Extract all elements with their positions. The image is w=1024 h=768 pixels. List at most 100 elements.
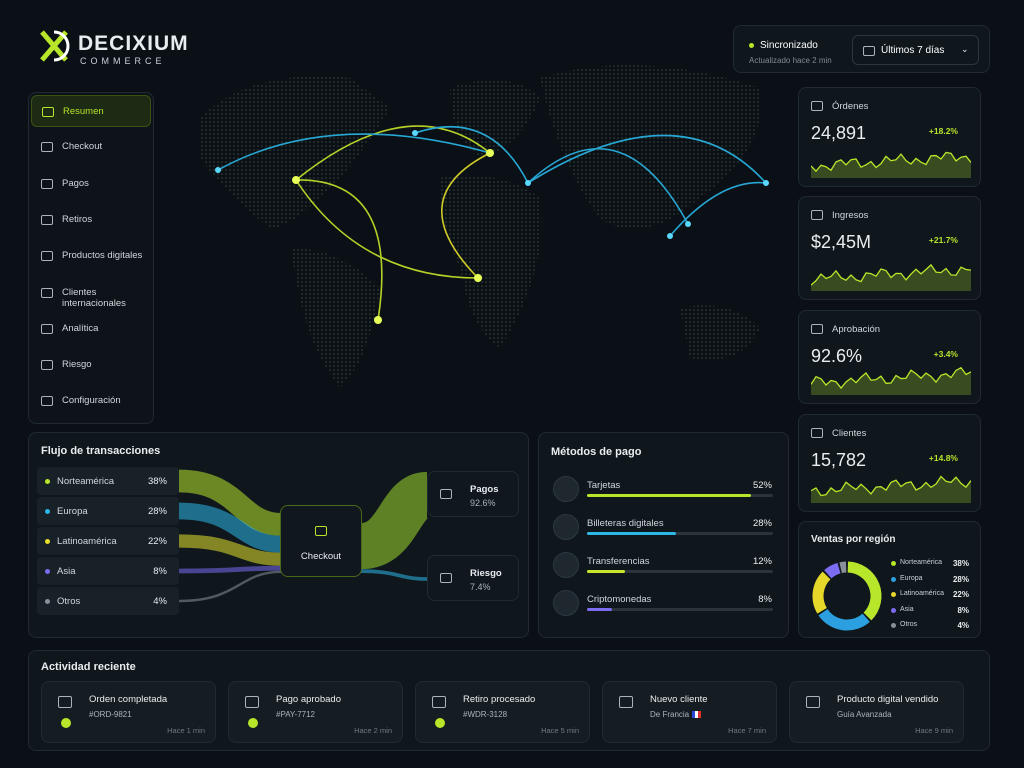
range-select[interactable]: Últimos 7 días ⌄ bbox=[852, 35, 979, 65]
legend-dot bbox=[891, 623, 896, 628]
flow-title: Flujo de transacciones bbox=[41, 445, 161, 457]
legend-pct: 4% bbox=[957, 621, 969, 630]
output-pct: 92.6% bbox=[470, 498, 496, 508]
region-pct: 38% bbox=[147, 476, 167, 487]
sidebar: Resumen Checkout Pagos Retiros Productos dig… bbox=[28, 92, 154, 424]
world-map bbox=[200, 65, 769, 388]
activity-card[interactable]: Pago aprobado #PAY-7712 Hace 2 min bbox=[228, 681, 403, 743]
sparkline-line bbox=[811, 263, 971, 286]
hub-label: Checkout bbox=[300, 551, 342, 562]
output-node: Riesgo 7.4% bbox=[427, 555, 519, 601]
kpi-card: Ingresos $2,45M +21.7% bbox=[798, 196, 981, 300]
method-name: Tarjetas bbox=[587, 480, 621, 491]
kpi-label: Clientes bbox=[832, 428, 867, 439]
activity-icon bbox=[58, 696, 72, 708]
nav-label: Retiros bbox=[62, 213, 93, 225]
region-name: Latinoamérica bbox=[57, 536, 117, 547]
flow-panel: Flujo de transacciones Norteamérica 38% Eu… bbox=[28, 432, 529, 638]
status-bar: Sincronizado Actualizado hace 2 min Últi… bbox=[733, 25, 990, 73]
donut-segment bbox=[812, 571, 831, 614]
kpi-label: Aprobación bbox=[832, 324, 881, 335]
method-icon bbox=[553, 590, 579, 616]
method-bar bbox=[587, 532, 676, 535]
methods-panel: Métodos de pago Tarjetas 52% Billeteras di… bbox=[538, 432, 789, 638]
activity-sub: #ORD-9821 bbox=[89, 710, 132, 719]
activity-card[interactable]: Retiro procesado #WDR-3128 Hace 5 min bbox=[415, 681, 590, 743]
output-name: Riesgo bbox=[470, 568, 502, 579]
nav-label: Analítica bbox=[62, 322, 99, 334]
activity-sub: #WDR-3128 bbox=[463, 710, 508, 719]
donut-segment bbox=[839, 561, 847, 574]
sparkline bbox=[811, 366, 971, 395]
flag-icon bbox=[692, 711, 701, 718]
method-track bbox=[587, 608, 773, 611]
region-row: Asia 8% bbox=[37, 557, 179, 585]
region-pct: 28% bbox=[147, 506, 167, 517]
legend-dot bbox=[891, 592, 896, 597]
flow-band bbox=[358, 471, 432, 570]
region-row: Norteamérica 38% bbox=[37, 467, 179, 495]
check-badge bbox=[248, 718, 258, 728]
kpi-change: +14.8% bbox=[928, 453, 958, 463]
kpi-value: $2,45M bbox=[811, 232, 872, 252]
kpi-change: +21.7% bbox=[928, 235, 958, 245]
output-pct: 7.4% bbox=[470, 582, 491, 592]
kpi-change: +3.4% bbox=[933, 349, 958, 359]
nav-label: Productos digitales bbox=[62, 250, 143, 262]
flow-band bbox=[178, 570, 282, 603]
method-name: Transferencias bbox=[587, 556, 650, 567]
status-dot bbox=[749, 43, 754, 48]
nav-item[interactable]: Resumen bbox=[31, 95, 151, 127]
flow-diagram bbox=[178, 469, 432, 603]
sparkline bbox=[811, 263, 971, 291]
nav-icon bbox=[41, 360, 53, 371]
legend-pct: 38% bbox=[952, 559, 969, 568]
sales-title: Ventas por región bbox=[811, 534, 896, 545]
legend-pct: 22% bbox=[952, 590, 969, 599]
nav-icon bbox=[41, 214, 53, 225]
region-row: Otros 4% bbox=[37, 587, 179, 615]
nav-icon bbox=[42, 107, 54, 117]
kpi-label: Ingresos bbox=[832, 210, 869, 221]
activity-icon bbox=[245, 696, 259, 708]
nav-item[interactable]: Productos digitales bbox=[31, 240, 151, 272]
nav-label: Riesgo bbox=[62, 359, 92, 371]
nav-item[interactable]: Analítica bbox=[31, 313, 151, 345]
activity-title: Nuevo cliente bbox=[650, 694, 708, 705]
activity-sub: De Francia bbox=[650, 710, 690, 719]
kpi-icon bbox=[811, 428, 823, 438]
nav-icon bbox=[41, 251, 53, 262]
legend-dot bbox=[891, 561, 896, 566]
nav-item[interactable]: Riesgo bbox=[31, 349, 151, 381]
legend-name: Europa bbox=[900, 574, 923, 582]
legend-dot bbox=[891, 607, 896, 613]
nav-label: Checkout bbox=[62, 141, 103, 153]
sparkline bbox=[811, 151, 971, 178]
flow-band bbox=[178, 469, 282, 536]
nav-item[interactable]: Clientes internacionales bbox=[31, 277, 151, 309]
output-node: Pagos 92.6% bbox=[427, 471, 519, 517]
activity-icon bbox=[806, 696, 820, 708]
activity-card[interactable]: Orden completada #ORD-9821 Hace 1 min bbox=[41, 681, 216, 743]
logo-mark bbox=[40, 30, 70, 62]
sparkline-line bbox=[811, 475, 971, 497]
method-icon bbox=[553, 514, 579, 540]
kpi-card: Clientes 15,782 +14.8% bbox=[798, 414, 981, 512]
nav-item[interactable]: Configuración bbox=[31, 385, 151, 417]
kpi-label: Órdenes bbox=[832, 101, 869, 112]
activity-card[interactable]: Producto digital vendido Guía Avanzada Hac… bbox=[789, 681, 964, 743]
nav-item[interactable]: Pagos bbox=[31, 168, 151, 200]
method-track bbox=[587, 532, 773, 535]
nav-item[interactable]: Checkout bbox=[31, 131, 151, 163]
nav-item[interactable]: Retiros bbox=[31, 204, 151, 236]
region-dot bbox=[45, 599, 50, 604]
region-pct: 4% bbox=[153, 596, 167, 607]
output-icon bbox=[440, 573, 452, 583]
kpi-card: Órdenes 24,891 +18.2% bbox=[798, 87, 981, 187]
nav-icon bbox=[41, 287, 53, 298]
activity-title: Orden completada bbox=[89, 694, 168, 705]
region-dot bbox=[45, 509, 50, 514]
activity-card[interactable]: Nuevo cliente De Francia Hace 7 min bbox=[602, 681, 777, 743]
